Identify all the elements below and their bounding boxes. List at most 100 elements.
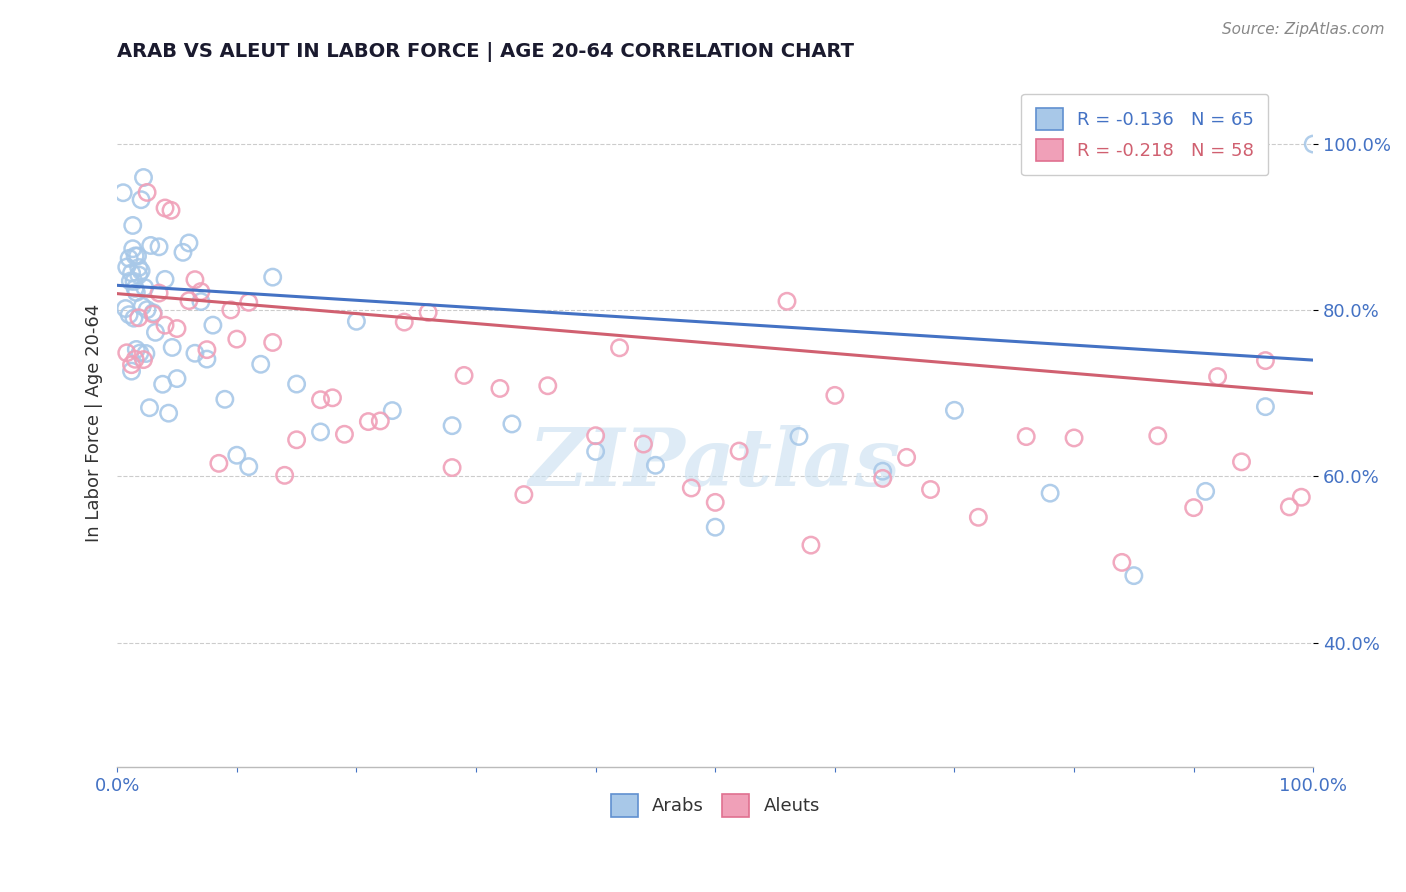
Point [309,425,332,439]
Point [121,358,143,372]
Point [321,391,343,405]
Point [129,264,152,278]
Point [135,346,157,360]
Point [120,274,142,288]
Point [190,294,212,309]
Point [121,364,143,378]
Point [160,203,183,218]
Point [129,193,152,207]
Point [872,471,894,485]
Point [704,520,727,534]
Point [131,299,153,313]
Point [114,301,136,316]
Point [1111,555,1133,569]
Point [142,306,165,320]
Point [776,294,799,309]
Point [132,352,155,367]
Point [142,307,165,321]
Point [177,293,200,308]
Point [249,357,271,371]
Point [128,310,150,325]
Point [1278,500,1301,514]
Point [1039,486,1062,500]
Point [124,249,146,263]
Point [136,186,159,200]
Point [872,464,894,478]
Point [644,458,666,473]
Point [1182,500,1205,515]
Point [172,245,194,260]
Point [344,314,367,328]
Y-axis label: In Labor Force | Age 20-64: In Labor Force | Age 20-64 [86,303,103,541]
Point [195,343,218,357]
Point [153,272,176,286]
Text: ZIPatlas: ZIPatlas [529,425,901,502]
Point [704,495,727,509]
Point [262,335,284,350]
Point [309,392,332,407]
Point [513,487,536,501]
Point [214,392,236,407]
Text: ARAB VS ALEUT IN LABOR FORCE | AGE 20-64 CORRELATION CHART: ARAB VS ALEUT IN LABOR FORCE | AGE 20-64… [117,42,855,62]
Point [132,170,155,185]
Point [824,388,846,402]
Point [148,286,170,301]
Point [128,268,150,282]
Point [124,352,146,367]
Point [153,318,176,333]
Legend: Arabs, Aleuts: Arabs, Aleuts [603,788,827,823]
Point [1194,484,1216,499]
Point [138,401,160,415]
Point [125,343,148,357]
Point [1302,137,1324,152]
Point [125,285,148,300]
Point [115,260,138,274]
Point [418,305,440,319]
Point [285,377,308,392]
Point [1063,431,1085,445]
Point [441,460,464,475]
Point [787,429,810,443]
Point [800,538,823,552]
Point [920,483,942,497]
Point [127,249,149,263]
Point [148,240,170,254]
Point [112,186,135,200]
Point [1015,429,1038,443]
Point [184,273,207,287]
Point [1291,490,1313,504]
Point [190,285,212,299]
Point [118,252,141,266]
Point [273,468,295,483]
Point [896,450,918,465]
Point [166,321,188,335]
Point [157,406,180,420]
Point [1254,400,1277,414]
Point [1122,568,1144,582]
Point [609,341,631,355]
Point [166,371,188,385]
Point [537,378,560,392]
Point [238,459,260,474]
Point [585,428,607,442]
Point [381,403,404,417]
Point [184,346,207,360]
Point [139,238,162,252]
Point [333,427,356,442]
Point [967,510,990,524]
Point [153,201,176,215]
Point [1206,369,1229,384]
Point [208,456,231,470]
Point [501,417,523,431]
Point [370,414,392,428]
Point [1146,429,1168,443]
Point [285,433,308,447]
Point [129,346,152,360]
Point [122,274,145,288]
Point [1254,353,1277,368]
Point [124,281,146,295]
Point [177,235,200,250]
Point [195,352,218,367]
Point [728,444,751,458]
Point [152,377,174,392]
